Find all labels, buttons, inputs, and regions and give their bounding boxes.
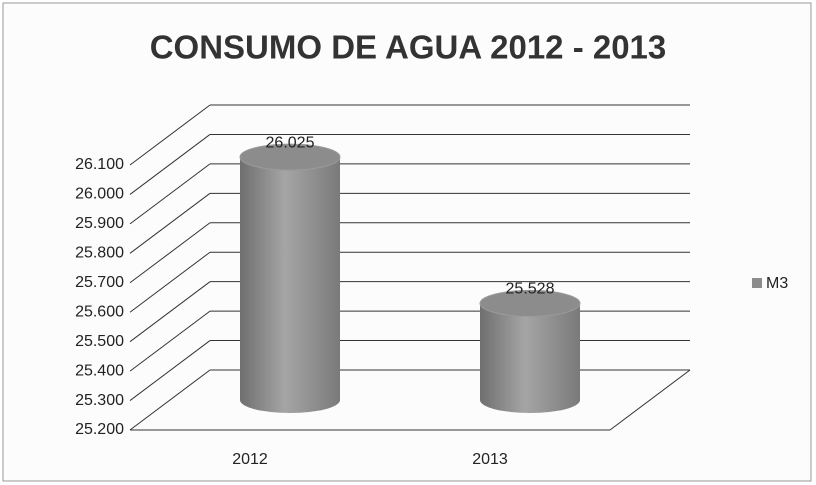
x-tick-label: 2013 [472, 451, 508, 468]
side-grid-line [129, 104, 211, 166]
data-label: 25.528 [506, 281, 555, 298]
side-grid-line [129, 163, 211, 225]
y-tick-label: 25.200 [75, 421, 124, 438]
legend-swatch [752, 278, 762, 288]
cylinder [240, 157, 340, 413]
y-tick-label: 26.100 [75, 156, 124, 173]
side-grid-line [129, 222, 211, 284]
y-tick-label: 26.000 [75, 186, 124, 203]
cylinder-top [479, 289, 581, 317]
floor-right [609, 369, 691, 431]
data-label: 26.025 [266, 134, 315, 151]
side-grid-line [129, 310, 211, 372]
y-tick-label: 25.800 [75, 245, 124, 262]
y-tick-label: 25.600 [75, 303, 124, 320]
cylinder-top [239, 143, 341, 171]
side-grid-line [129, 251, 211, 313]
side-grid-line [129, 340, 211, 401]
side-grid-line [129, 369, 211, 431]
legend-label: M3 [766, 275, 788, 292]
x-tick-label: 2012 [232, 451, 268, 468]
cylinder [480, 303, 580, 413]
y-tick-label: 25.700 [75, 274, 124, 291]
side-grid-line [129, 281, 211, 343]
y-tick-label: 25.500 [75, 333, 124, 350]
y-tick-label: 25.300 [75, 392, 124, 409]
side-grid-line [129, 134, 211, 195]
side-grid-line [129, 192, 211, 254]
y-tick-label: 25.400 [75, 362, 124, 379]
y-tick-label: 25.900 [75, 215, 124, 232]
chart-title: CONSUMO DE AGUA 2012 - 2013 [150, 29, 667, 66]
